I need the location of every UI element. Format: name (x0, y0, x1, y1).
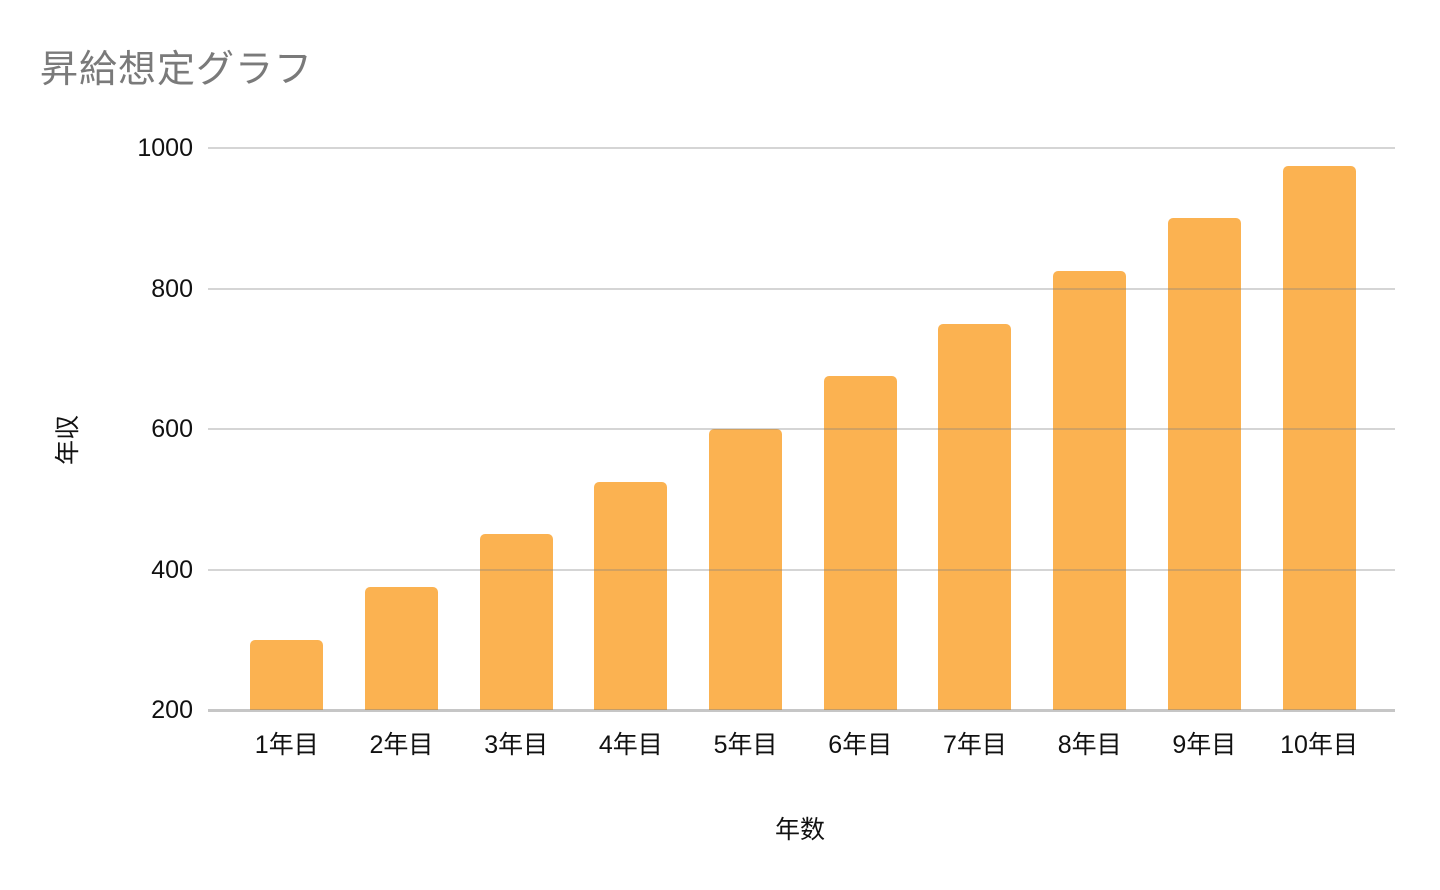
gridline-600 (208, 428, 1395, 430)
x-axis-title: 年数 (774, 816, 826, 844)
x-tick-4: 4年目 (598, 731, 663, 759)
x-tick-3: 3年目 (484, 731, 549, 759)
chart-title: 昇給想定グラフ (40, 49, 314, 91)
bar-year-4 (594, 481, 668, 710)
gridline-1000 (208, 147, 1395, 149)
bar-year-7 (938, 323, 1012, 710)
gridline-200 (208, 709, 1395, 712)
bar-year-8 (1053, 270, 1127, 710)
y-tick-1000: 1000 (137, 134, 193, 162)
bar-year-9 (1167, 218, 1241, 710)
x-tick-8: 8年目 (1057, 731, 1122, 759)
bar-year-6 (823, 376, 897, 710)
y-tick-200: 200 (151, 696, 193, 724)
x-tick-6: 6年目 (828, 731, 893, 759)
y-tick-800: 800 (151, 274, 193, 303)
y-tick-400: 400 (151, 555, 193, 584)
gridline-400 (208, 568, 1395, 571)
x-tick-2: 2年目 (369, 731, 434, 759)
x-tick-9: 9年目 (1172, 731, 1237, 759)
bar-year-1 (250, 639, 324, 710)
gridline-800 (208, 287, 1395, 290)
bar-year-10 (1282, 165, 1356, 710)
y-axis-title: 年収 (54, 414, 82, 466)
x-tick-5: 5年目 (713, 731, 778, 759)
y-tick-600: 600 (151, 415, 193, 443)
x-tick-7: 7年目 (942, 731, 1007, 759)
bar-year-2 (364, 587, 438, 710)
x-tick-1: 1年目 (254, 731, 319, 759)
x-tick-10: 10年目 (1280, 731, 1358, 759)
bar-year-5 (709, 429, 783, 710)
bar-year-3 (479, 534, 553, 710)
